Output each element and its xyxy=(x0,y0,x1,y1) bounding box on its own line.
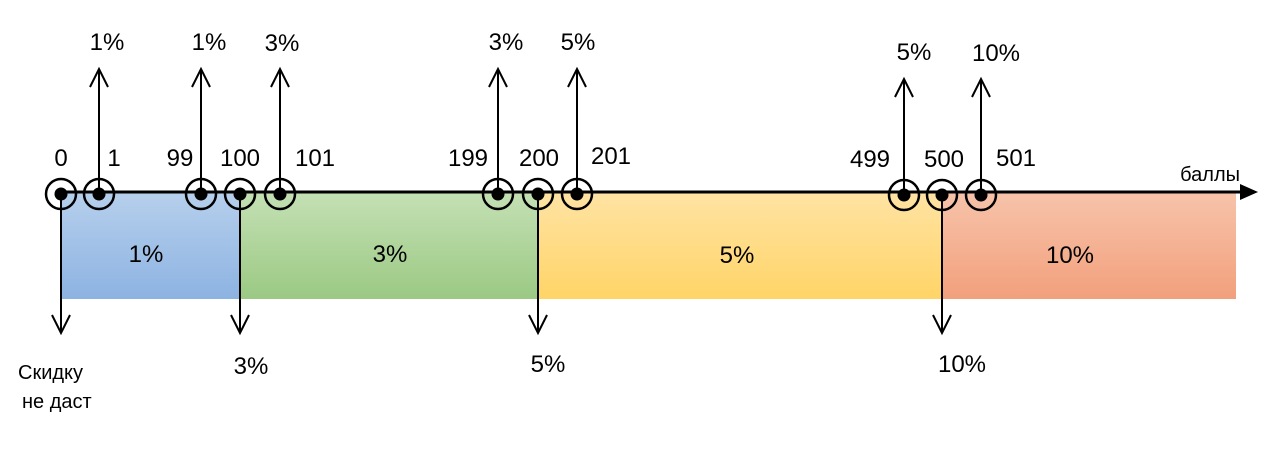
point-200: 200 5% xyxy=(519,145,565,378)
point-501-ring xyxy=(964,178,998,212)
band-label-5-percent: 5% xyxy=(720,242,755,269)
point-200-value: 200 xyxy=(519,145,559,172)
point-501-value: 501 xyxy=(996,145,1036,172)
point-1-value: 1 xyxy=(107,145,120,172)
point-200-dot xyxy=(531,187,545,201)
point-0-result: Скидку не даст xyxy=(18,362,92,413)
point-200-ring xyxy=(521,177,555,211)
point-100: 100 3% xyxy=(220,145,268,380)
point-201-dot xyxy=(570,187,584,201)
point-99-dot xyxy=(194,187,208,201)
point-199-ring xyxy=(481,177,515,211)
point-99-value: 99 xyxy=(167,145,194,172)
point-100-ring xyxy=(223,177,257,211)
point-0-arrow-down-icon xyxy=(51,314,71,336)
discount-bands: 1% 3% 5% 10% xyxy=(61,193,1236,299)
point-201-ring xyxy=(560,177,594,211)
point-499-dot xyxy=(897,188,911,202)
point-200-result: 5% xyxy=(531,351,566,378)
band-3-percent xyxy=(240,193,538,299)
axis-label: баллы xyxy=(1180,164,1240,186)
band-label-1-percent: 1% xyxy=(129,241,164,268)
point-500-dot xyxy=(935,188,949,202)
point-101-ring xyxy=(263,177,297,211)
band-1-percent xyxy=(61,193,240,299)
point-500-ring xyxy=(925,178,959,212)
point-499: 499 5% xyxy=(850,39,932,212)
point-499-ring xyxy=(887,178,921,212)
point-0-ring xyxy=(44,177,78,211)
point-199-value: 199 xyxy=(448,145,488,172)
point-200-arrow-down-icon xyxy=(528,314,548,336)
point-501-result: 10% xyxy=(972,40,1020,67)
point-99-arrow-up-icon xyxy=(191,66,211,88)
point-99: 99 1% xyxy=(167,29,227,211)
point-0-value: 0 xyxy=(54,145,67,172)
point-199-result: 3% xyxy=(489,29,524,56)
point-0-dot xyxy=(54,187,68,201)
band-5-percent xyxy=(538,193,942,299)
point-0: 0 Скидку не даст xyxy=(18,145,92,413)
point-1-ring xyxy=(82,177,116,211)
point-199-arrow-up-icon xyxy=(488,66,508,88)
band-label-10-percent: 10% xyxy=(1046,242,1094,269)
band-label-3-percent: 3% xyxy=(373,241,408,268)
point-100-dot xyxy=(233,187,247,201)
point-1-arrow-up-icon xyxy=(89,66,109,88)
point-500-value: 500 xyxy=(924,146,964,173)
point-499-value: 499 xyxy=(850,146,890,173)
band-10-percent xyxy=(942,193,1236,299)
point-1-result: 1% xyxy=(90,29,125,56)
point-99-result: 1% xyxy=(192,29,227,56)
point-499-arrow-up-icon xyxy=(894,76,914,98)
point-201: 201 5% xyxy=(560,29,631,211)
point-501-arrow-up-icon xyxy=(971,76,991,98)
point-101-value: 101 xyxy=(295,145,335,172)
point-199: 199 3% xyxy=(448,29,524,211)
point-501: 501 10% xyxy=(964,40,1036,212)
point-101-result: 3% xyxy=(265,30,300,57)
point-1: 1 1% xyxy=(82,29,125,211)
point-499-result: 5% xyxy=(897,39,932,66)
axis-arrowhead xyxy=(1240,184,1258,200)
point-101-arrow-up-icon xyxy=(270,66,290,88)
point-201-arrow-up-icon xyxy=(567,66,587,88)
point-100-result: 3% xyxy=(234,353,269,380)
point-100-arrow-down-icon xyxy=(230,314,250,336)
point-1-dot xyxy=(92,187,106,201)
point-201-value: 201 xyxy=(591,143,631,170)
point-101: 101 3% xyxy=(263,30,335,211)
point-101-dot xyxy=(273,187,287,201)
point-500-result: 10% xyxy=(938,351,986,378)
point-99-ring xyxy=(184,177,218,211)
point-500: 500 10% xyxy=(924,146,986,378)
point-199-dot xyxy=(491,187,505,201)
point-501-dot xyxy=(974,188,988,202)
point-500-arrow-down-icon xyxy=(932,314,952,336)
point-201-result: 5% xyxy=(561,29,596,56)
points-axis: баллы xyxy=(61,164,1258,200)
point-100-value: 100 xyxy=(220,145,260,172)
